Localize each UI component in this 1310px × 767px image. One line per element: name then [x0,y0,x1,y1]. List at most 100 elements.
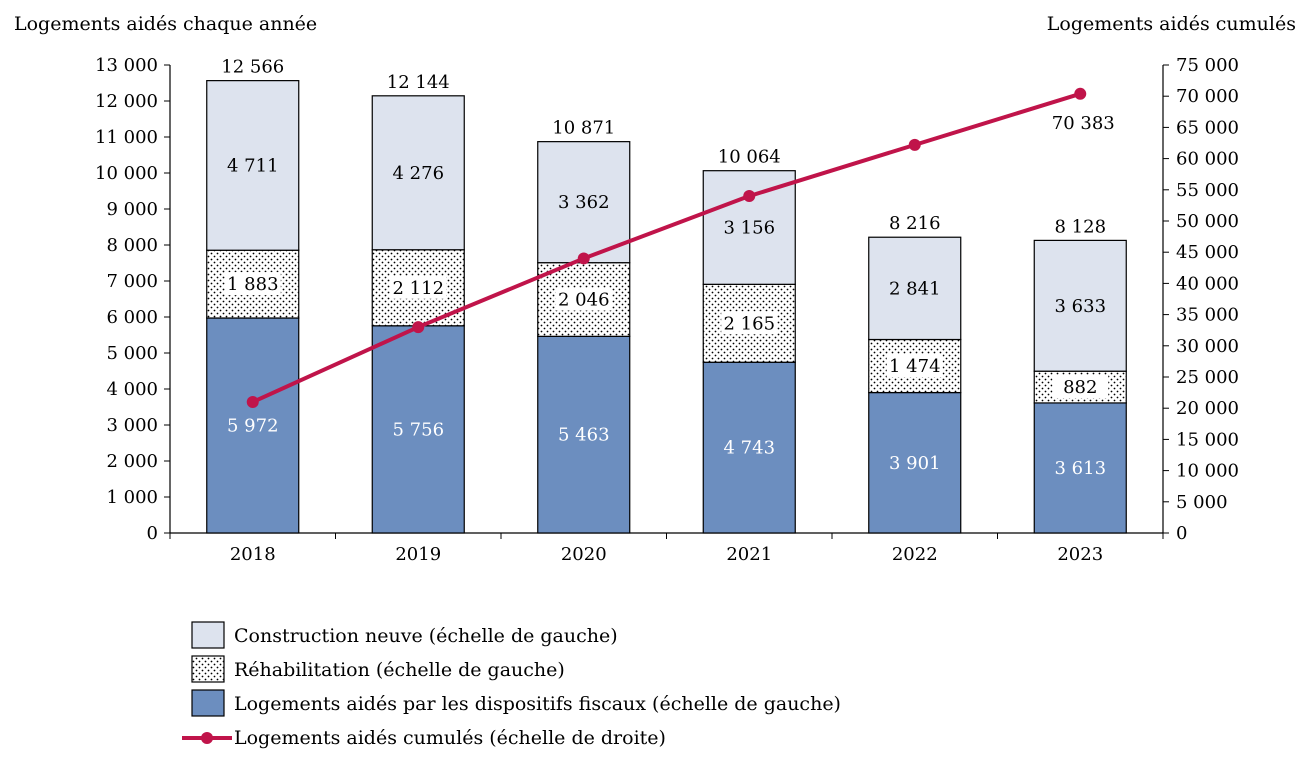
bar-data-label: 3 613 [1054,458,1106,479]
right-tick-label: 35 000 [1176,305,1239,326]
x-tick-label: 2021 [726,544,772,565]
bar-dispositifs-fiscaux [371,325,465,534]
right-tick-label: 70 000 [1176,86,1239,107]
bar-construction-neuve [1033,239,1127,372]
x-tick-label: 2019 [395,544,441,565]
legend-swatch [191,655,225,683]
bar-data-label: 882 [1063,377,1097,398]
left-tick-label: 1 000 [106,487,158,508]
left-tick-label: 12 000 [95,91,158,112]
bar-data-label: 1 474 [889,356,941,377]
left-tick-label: 8 000 [106,235,158,256]
left-tick-label: 0 [147,523,158,544]
legend-label: Réhabilitation (échelle de gauche) [234,659,565,681]
bar-data-label: 3 156 [723,218,775,239]
left-tick-label: 6 000 [106,307,158,328]
right-tick-label: 60 000 [1176,149,1239,170]
right-tick-label: 30 000 [1176,336,1239,357]
x-tick-label: 2023 [1057,544,1103,565]
left-tick-label: 9 000 [106,199,158,220]
label-background [555,287,612,311]
bar-dispositifs-fiscaux [206,317,300,534]
x-tick-label: 2020 [561,544,607,565]
left-tick-label: 13 000 [95,55,158,76]
bar-data-label: 2 841 [889,278,941,299]
bar-data-label: 5 463 [558,425,610,446]
legend-label: Logements aidés cumulés (échelle de droi… [234,727,666,749]
x-tick-label: 2022 [892,544,938,565]
x-tick-label: 2018 [230,544,276,565]
bar-construction-neuve [537,141,631,264]
plot-area: 0 1 000 2 000 3 000 4 000 5 000 6 000 7 000 8 00… [95,55,1239,565]
left-tick-label: 5 000 [106,343,158,364]
right-tick-label: 5 000 [1176,492,1228,513]
right-tick-label: 45 000 [1176,242,1239,263]
bar-data-label: 5 756 [392,419,444,440]
right-tick-label: 10 000 [1176,461,1239,482]
bar-data-label: 3 633 [1054,296,1106,317]
bar-data-label: 2 112 [392,278,444,299]
label-background [1052,375,1109,399]
bar-dispositifs-fiscaux [1033,402,1127,534]
bar-data-label: 5 972 [227,416,279,437]
bar-total-label: 8 216 [889,213,941,234]
right-tick-label: 25 000 [1176,367,1239,388]
right-tick-label: 15 000 [1176,429,1239,450]
bar-data-label: 2 046 [558,290,610,311]
cumulative-point [743,190,756,203]
cumulative-point [908,138,921,151]
label-background [390,275,447,299]
bar-construction-neuve [702,170,796,285]
left-tick-label: 7 000 [106,271,158,292]
right-tick-label: 20 000 [1176,398,1239,419]
bar-dispositifs-fiscaux [868,391,962,534]
left-tick-label: 11 000 [95,127,158,148]
cumulative-point [412,321,425,334]
legend-label: Logements aidés par les dispositifs fisc… [234,693,841,715]
legend-line-marker [201,732,213,744]
bar-data-label: 4 743 [723,438,775,459]
bar-total-label: 8 128 [1054,216,1106,237]
bar-dispositifs-fiscaux [537,335,631,534]
cumulative-point [246,395,259,408]
left-tick-label: 10 000 [95,163,158,184]
bar-dispositifs-fiscaux [702,361,796,534]
cumulative-line [251,91,1081,404]
bar-construction-neuve [868,236,962,341]
bar-data-label: 2 165 [723,313,775,334]
bar-total-label: 10 871 [552,118,615,139]
left-tick-label: 3 000 [106,415,158,436]
label-background [886,354,943,378]
bar-data-label: 4 276 [392,163,444,184]
right-tick-label: 65 000 [1176,117,1239,138]
cumulative-data-label: 70 383 [1052,113,1115,134]
right-tick-label: 55 000 [1176,180,1239,201]
left-tick-label: 4 000 [106,379,158,400]
right-tick-label: 75 000 [1176,55,1239,76]
bar-data-label: 3 362 [558,192,610,213]
legend: Construction neuve (échelle de gauche) Ré… [182,621,841,749]
bar-data-label: 1 883 [227,274,279,295]
legend-label: Construction neuve (échelle de gauche) [234,625,618,647]
left-tick-label: 2 000 [106,451,158,472]
legend-swatch [191,689,225,717]
label-background [721,311,778,335]
right-axis-title: Logements aidés cumulés [1047,13,1296,35]
bar-construction-neuve [206,80,300,251]
cumulative-point [577,252,590,265]
bar-construction-neuve [371,95,465,251]
bar-data-label: 3 901 [889,453,941,474]
bar-total-label: 10 064 [718,147,781,168]
right-tick-label: 50 000 [1176,211,1239,232]
bar-data-label: 4 711 [227,155,279,176]
bar-total-label: 12 566 [221,57,284,78]
left-axis-title: Logements aidés chaque année [14,13,317,35]
label-background [224,272,281,296]
bar-total-label: 12 144 [387,72,450,93]
legend-swatch [191,621,225,649]
cumulative-point [1074,87,1087,100]
right-tick-label: 0 [1176,523,1187,544]
right-tick-label: 40 000 [1176,273,1239,294]
